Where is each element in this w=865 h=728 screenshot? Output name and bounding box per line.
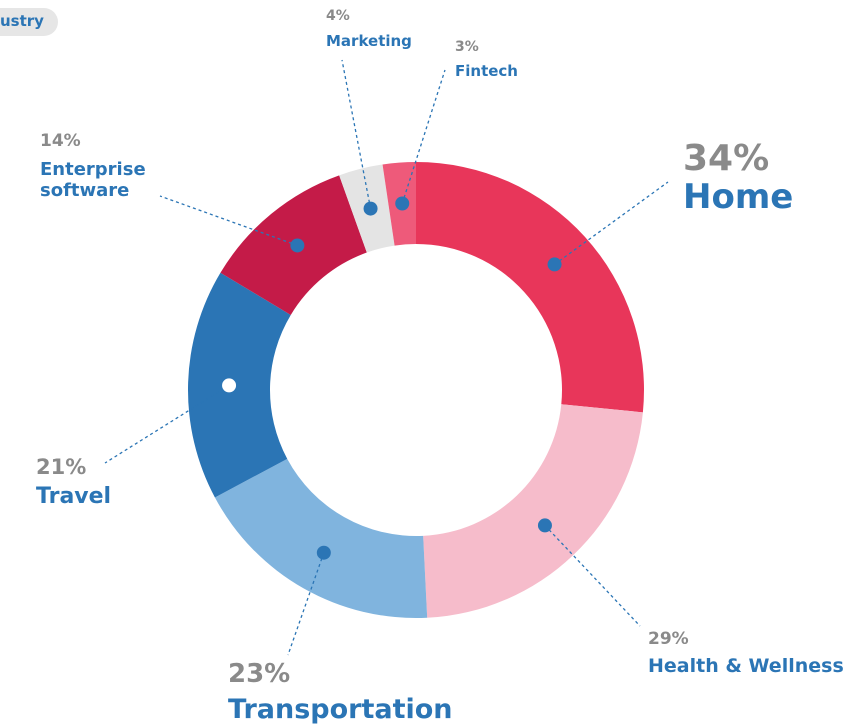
donut-segment [423,404,643,618]
percent-label: 4% [326,8,350,24]
filter-tag: ustry [0,8,58,36]
segment-dot [290,238,305,253]
percent-label: 29% [648,629,689,649]
percent-label: 21% [36,455,87,479]
category-label: Travel [36,484,112,509]
segment-dot [537,518,552,533]
category-label: Transportation [228,694,453,725]
percent-label: 14% [40,131,81,151]
segment-dot [395,196,410,211]
category-label: Fintech [455,62,518,80]
category-label: Home [683,177,794,217]
leader-line [341,59,372,209]
percent-label: 34% [683,138,770,179]
leader-line [554,181,669,265]
leader-line [159,195,298,247]
percent-label: 3% [455,39,479,55]
segment-dot [547,257,562,272]
donut-segment [416,162,644,413]
leader-line [544,524,641,627]
leader-line [104,384,230,464]
segment-dot [363,201,378,216]
percent-label: 23% [228,659,291,689]
category-label: Health & Wellness [648,655,844,677]
segment-dot [316,545,331,560]
donut-segment [187,272,291,498]
leader-line [401,69,446,204]
category-label: Enterprise software [40,159,146,201]
category-label: Marketing [326,32,412,50]
leader-line [287,552,325,656]
donut-segment [214,458,428,618]
segment-dot [222,378,237,393]
